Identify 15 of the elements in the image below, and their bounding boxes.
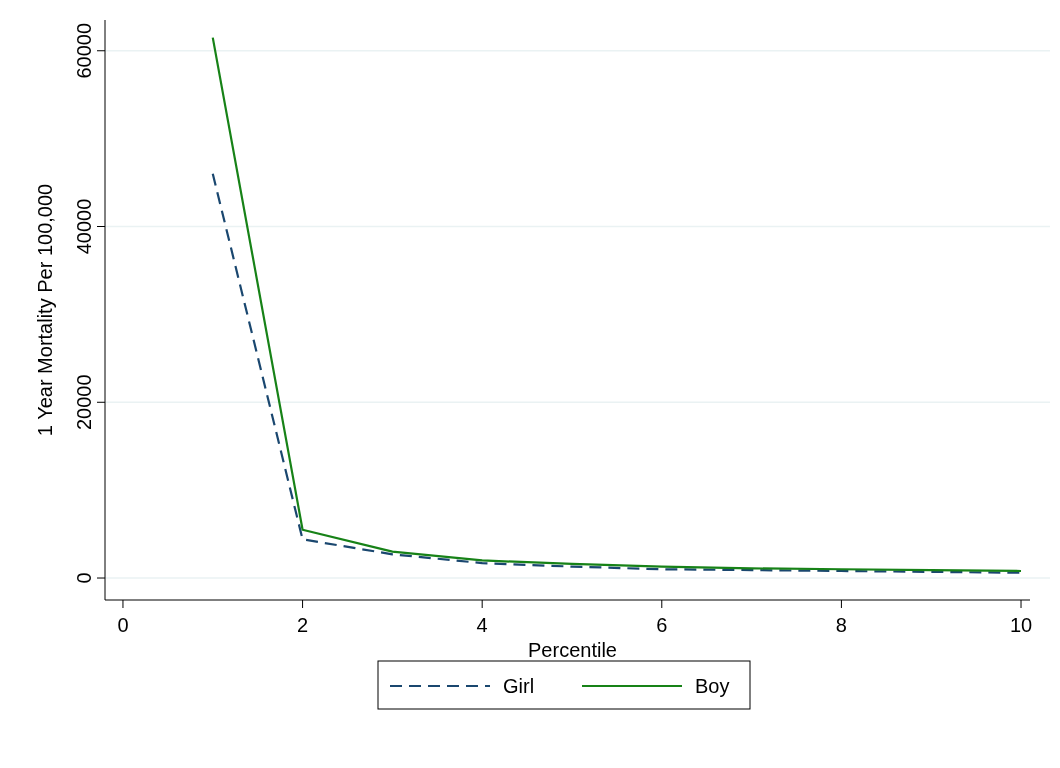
y-tick-label: 40000 xyxy=(73,198,95,255)
x-tick-label: 2 xyxy=(297,614,309,636)
x-axis-title: Percentile xyxy=(528,639,617,661)
x-tick-label: 6 xyxy=(656,614,668,636)
legend-label: Girl xyxy=(503,675,535,697)
x-tick-label: 4 xyxy=(476,614,488,636)
y-tick-label: 20000 xyxy=(73,374,95,431)
y-axis-title: 1 Year Mortality Per 100,000 xyxy=(34,183,56,437)
y-tick-label: 60000 xyxy=(73,22,95,79)
x-tick-label: 8 xyxy=(835,614,847,636)
x-tick-label: 10 xyxy=(1009,614,1033,636)
y-tick-label: 0 xyxy=(73,572,95,584)
line-series xyxy=(211,36,1023,573)
legend-label: Boy xyxy=(695,675,730,697)
x-tick-label: 0 xyxy=(117,614,129,636)
